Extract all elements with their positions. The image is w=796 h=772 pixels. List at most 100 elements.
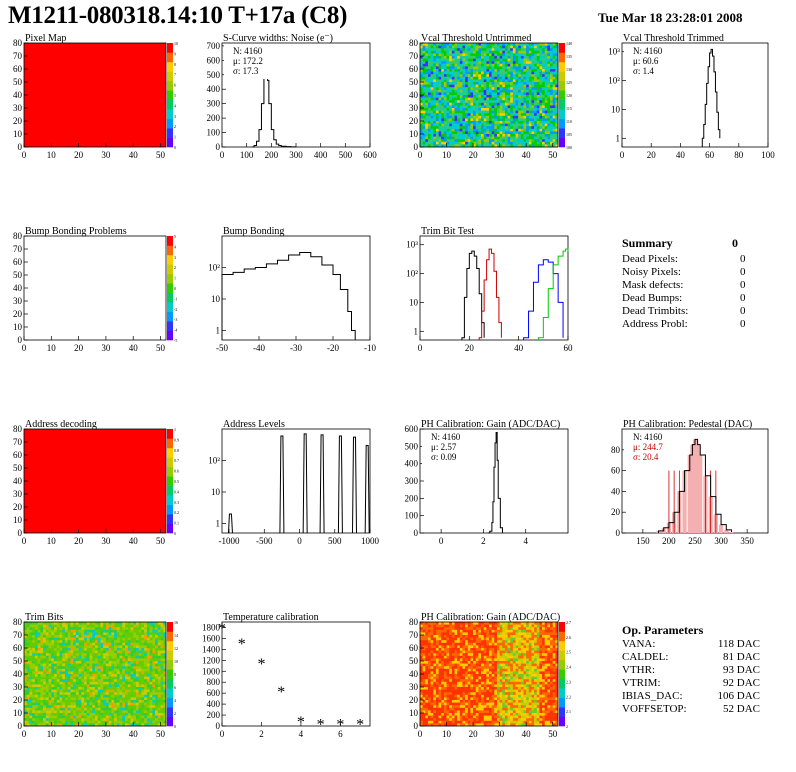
colorbar-cell [167, 495, 173, 505]
colorbar-cell [167, 476, 173, 487]
y-tick-label: 10 [211, 487, 221, 497]
colorbar-tick-label: 6 [174, 83, 176, 88]
colorbar-tick-label: 120 [566, 93, 572, 98]
colorbar-tick-label: 2.4 [566, 665, 571, 670]
y-tick-label: 10² [208, 263, 220, 273]
colorbar-tick-label: 9 [174, 51, 176, 56]
colorbar-cell [167, 52, 173, 63]
colorbar-tick-label: 14 [174, 633, 178, 638]
x-tick-label: 1000 [361, 536, 380, 546]
y-tick-label: 10 [409, 708, 419, 718]
colorbar-cell [167, 678, 173, 689]
x-tick-label: 10 [442, 729, 452, 739]
y-tick-label: 50 [13, 656, 23, 666]
colorbar-tick-label: 2 [566, 724, 568, 729]
colorbar-tick-label: 135 [566, 54, 572, 59]
colorbar-tick-label: 2.7 [566, 620, 571, 625]
heatmap-cells [24, 622, 167, 727]
peak-line [337, 435, 343, 534]
colorbar-tick-label: 6 [174, 685, 176, 690]
colorbar-cell [167, 321, 173, 331]
op-param-value: 92 DAC [723, 677, 760, 689]
colorbar-cell [167, 99, 173, 110]
colorbar-tick-label: 0.4 [174, 489, 179, 494]
y-tick-label: 600 [207, 55, 221, 65]
y-tick-label: 40 [409, 669, 419, 679]
colorbar-tick-label: 1 [174, 276, 176, 281]
summary-row-label: Dead Pixels: [622, 253, 678, 265]
x-tick-label: -10 [364, 343, 376, 353]
x-tick-label: -20 [327, 343, 339, 353]
y-tick-label: 50 [409, 656, 419, 666]
x-tick-label: 50 [156, 729, 166, 739]
y-tick-label: 10³ [406, 240, 418, 250]
colorbar-tick-label: -3 [174, 317, 177, 322]
x-tick-label: 0 [22, 150, 27, 160]
stats-mean: μ: 60.6 [633, 56, 659, 66]
y-tick-label: 1000 [202, 666, 221, 676]
stats-rms: σ: 20.4 [633, 452, 659, 462]
chart-title: PH Calibration: Gain (ADC/DAC) [421, 612, 560, 623]
y-tick-label: 50 [13, 77, 23, 87]
y-tick-label: 500 [405, 441, 419, 451]
x-tick-label: -50 [216, 343, 228, 353]
y-tick-label: 30 [409, 103, 419, 113]
heatmap-fill [24, 43, 166, 147]
x-tick-label: 20 [74, 729, 84, 739]
y-tick-label: 60 [409, 64, 419, 74]
stats-rms: σ: 17.3 [233, 66, 259, 76]
x-tick-label: 40 [129, 343, 139, 353]
op-param-label: VOFFSETOP: [622, 703, 687, 715]
peak-line [279, 435, 285, 534]
x-tick-label: 100 [761, 150, 775, 160]
colorbar-cell [167, 330, 173, 341]
colorbar-tick-label: 2.1 [566, 709, 571, 714]
histogram-bar [698, 455, 703, 533]
y-tick-label: 70 [13, 630, 23, 640]
series-line [251, 48, 297, 148]
heatmap-cells [24, 429, 166, 533]
summary-row-label: Noisy Pixels: [622, 266, 681, 278]
colorbar-cell [559, 669, 565, 680]
y-tick-label: 400 [207, 84, 221, 94]
peak-line [227, 513, 233, 534]
x-tick-label: 20 [469, 150, 479, 160]
stats-rms: σ: 0.09 [431, 452, 457, 462]
summary-row-value: 0 [740, 266, 746, 278]
x-tick-label: 100 [240, 150, 254, 160]
stats-box [624, 431, 676, 465]
x-tick-label: 600 [363, 150, 377, 160]
colorbar-cell [559, 128, 565, 138]
colorbar-tick-label: 0 [174, 531, 176, 536]
y-tick-label: 60 [13, 257, 23, 267]
colorbar-tick-label: 3 [174, 114, 176, 119]
y-tick-label: 10 [13, 322, 23, 332]
colorbar-tick-label: 0.8 [174, 448, 179, 453]
x-tick-label: 20 [74, 536, 84, 546]
y-tick-label: 200 [405, 493, 419, 503]
histogram-bar [729, 531, 734, 533]
x-tick-label: -40 [253, 343, 265, 353]
x-tick-label: 30 [101, 343, 111, 353]
heatmap-cells [420, 43, 559, 148]
x-tick-label: 4 [299, 729, 304, 739]
colorbar-cell [167, 707, 173, 717]
y-tick-label: 80 [409, 38, 419, 48]
op-param-value: 81 DAC [723, 651, 760, 663]
stats-mean: μ: 172.2 [233, 56, 263, 66]
colorbar-cell [559, 622, 565, 632]
colorbar-cell [559, 80, 565, 91]
y-tick-label: 20 [611, 507, 621, 517]
op-param-label: CALDEL: [622, 651, 669, 663]
y-tick-label: 400 [207, 699, 221, 709]
stats-entries: N: 4160 [233, 46, 263, 56]
x-tick-label: 60 [705, 150, 715, 160]
y-tick-label: 60 [409, 643, 419, 653]
x-tick-label: 30 [495, 150, 505, 160]
x-tick-label: 0 [22, 536, 27, 546]
colorbar-cell [559, 99, 565, 110]
op-param-value: 118 DAC [717, 638, 760, 650]
colorbar-tick-label: 10 [174, 41, 178, 46]
y-tick-label: 10 [409, 297, 419, 307]
